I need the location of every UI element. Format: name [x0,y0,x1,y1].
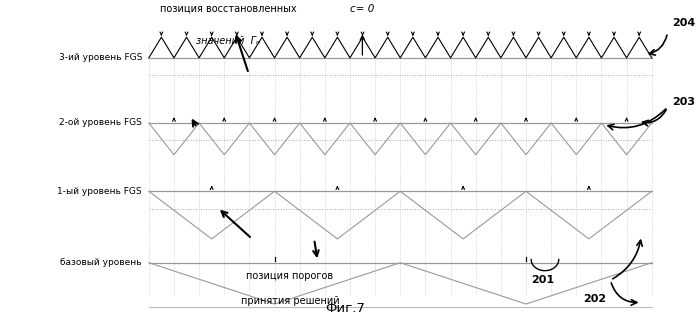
Text: 1-ый уровень FGS: 1-ый уровень FGS [57,187,142,196]
Text: 201: 201 [531,275,554,285]
Text: позиция восстановленных: позиция восстановленных [160,4,296,14]
Text: c= 0: c= 0 [350,4,374,14]
Text: значений  Γₙ: значений Γₙ [196,36,260,46]
Text: 203: 203 [673,97,695,107]
Text: 204: 204 [673,18,696,28]
Text: позиция порогов: позиция порогов [246,271,334,281]
Text: 3-ий уровень FGS: 3-ий уровень FGS [59,53,142,62]
Text: Фиг.7: Фиг.7 [326,302,365,315]
Text: базовый уровень: базовый уровень [60,258,142,267]
Text: 2-ой уровень FGS: 2-ой уровень FGS [59,118,142,128]
Text: принятия решений: принятия решений [241,296,340,306]
Text: 202: 202 [583,294,606,304]
